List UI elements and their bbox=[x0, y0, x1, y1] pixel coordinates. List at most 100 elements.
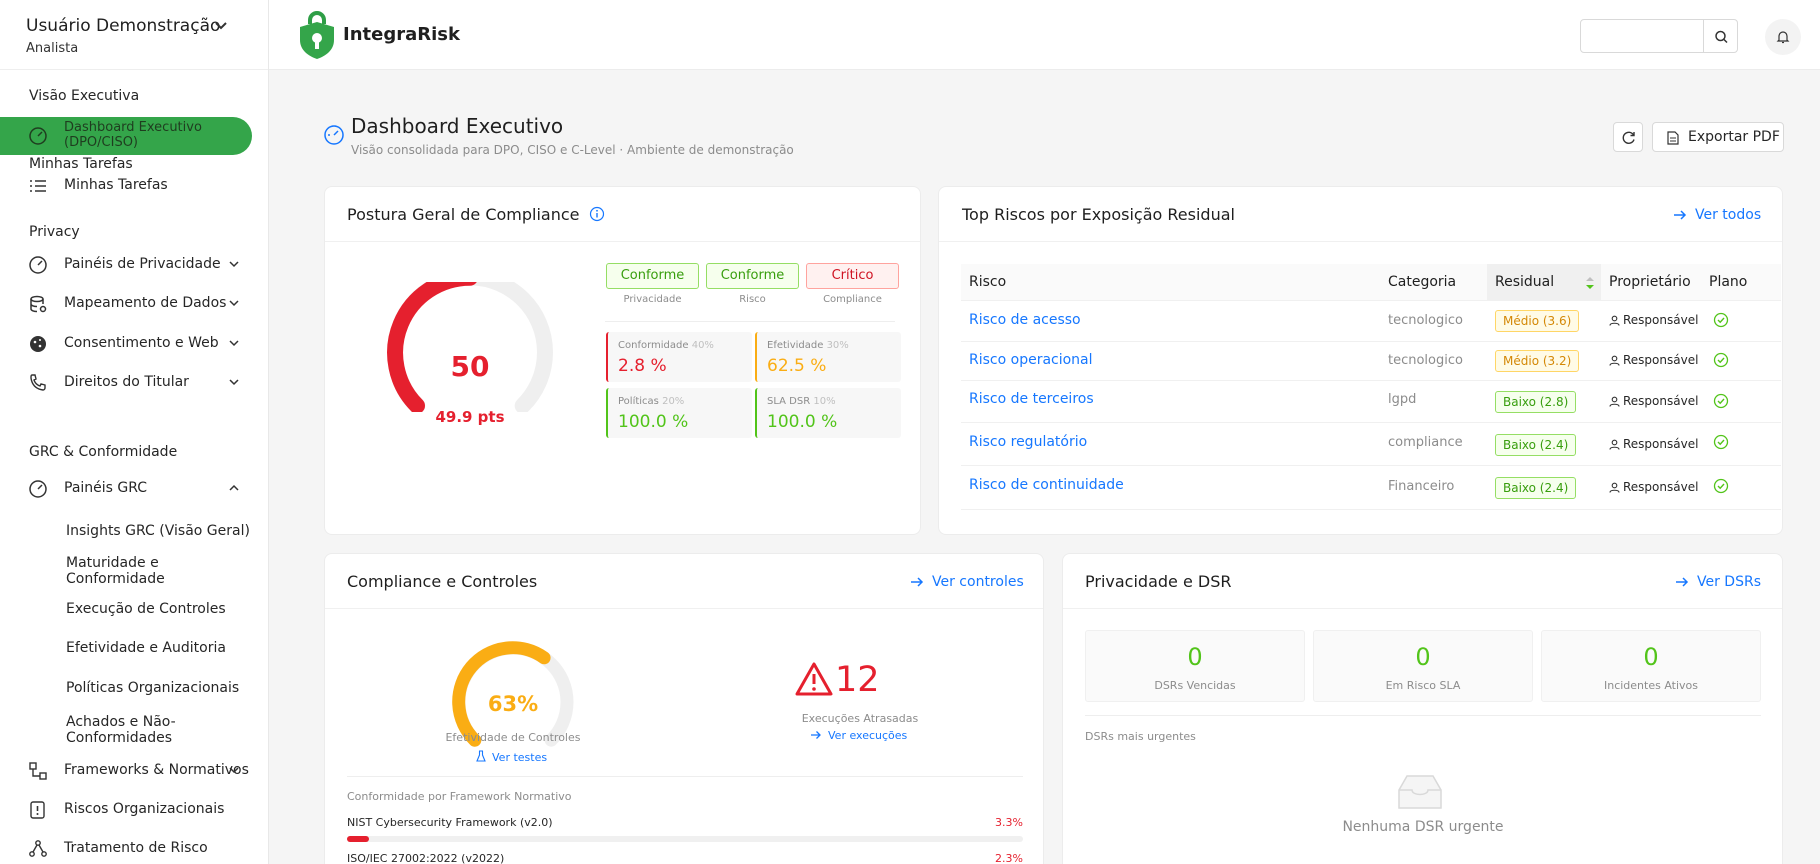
search-button[interactable] bbox=[1703, 19, 1738, 53]
sidebar-item-consent[interactable]: Consentimento e Web bbox=[0, 326, 268, 360]
metric-weight: 20% bbox=[662, 396, 685, 407]
sidebar-item-frameworks[interactable]: Frameworks & Normativos bbox=[0, 753, 268, 787]
chevron-down-icon bbox=[229, 340, 239, 347]
sidebar-item-dashboard[interactable]: Dashboard Executivo (DPO/CISO) bbox=[0, 117, 252, 155]
col-header-residual[interactable]: Residual bbox=[1495, 274, 1555, 290]
sidebar-item-label: Riscos Organizacionais bbox=[64, 801, 225, 817]
brand-name: IntegraRisk bbox=[343, 24, 460, 45]
link-label: Ver todos bbox=[1695, 207, 1762, 223]
arrow-right-icon bbox=[811, 731, 821, 739]
sort-icon[interactable] bbox=[1585, 276, 1595, 290]
list-icon bbox=[30, 180, 46, 192]
stat-sla-risk: 0 Em Risco SLA bbox=[1313, 630, 1533, 702]
link-label: Ver execuções bbox=[828, 729, 908, 742]
controls-effectiveness-caption: Efetividade de Controles bbox=[445, 731, 581, 744]
framework-pct: 3.3% bbox=[995, 816, 1023, 829]
check-circle-icon bbox=[1713, 478, 1729, 494]
owner-name: Responsável bbox=[1623, 353, 1699, 367]
bell-icon bbox=[1776, 31, 1790, 44]
framework-section-title: Conformidade por Framework Normativo bbox=[347, 790, 572, 803]
sidebar-item-my-tasks[interactable]: Minhas Tarefas bbox=[0, 168, 268, 202]
info-icon[interactable] bbox=[589, 206, 605, 222]
risk-name-link[interactable]: Risco regulatório bbox=[969, 434, 1088, 450]
sidebar-item-data-subject-rights[interactable]: Direitos do Titular bbox=[0, 365, 268, 399]
col-header-plan[interactable]: Plano bbox=[1709, 274, 1748, 290]
col-header-category[interactable]: Categoria bbox=[1388, 274, 1457, 290]
database-icon bbox=[30, 295, 47, 313]
table-row[interactable]: Risco regulatório compliance Baixo (2.4)… bbox=[961, 423, 1781, 466]
sidebar-item-privacy-panels[interactable]: Painéis de Privacidade bbox=[0, 247, 268, 281]
sidebar-subitem-maturity[interactable]: Maturidade e Conformidade bbox=[66, 555, 165, 587]
risk-name-link[interactable]: Risco de terceiros bbox=[969, 391, 1094, 407]
owner-name: Responsável bbox=[1623, 394, 1699, 408]
file-pdf-icon bbox=[1667, 131, 1679, 145]
status-tag-compliance: Crítico bbox=[806, 263, 899, 289]
risks-table-header: Risco Categoria Residual Proprietário Pl… bbox=[961, 264, 1781, 301]
phone-icon bbox=[30, 374, 46, 391]
sidebar-item-grc-panels[interactable]: Painéis GRC bbox=[0, 471, 268, 505]
table-row[interactable]: Risco de acesso tecnologico Médio (3.6) … bbox=[961, 301, 1781, 342]
sidebar-subitem-effectiveness[interactable]: Efetividade e Auditoria bbox=[66, 640, 226, 656]
late-executions-caption: Execuções Atrasadas bbox=[801, 712, 919, 725]
chevron-down-icon bbox=[229, 300, 239, 307]
risk-name-link[interactable]: Risco de acesso bbox=[969, 312, 1081, 328]
metric-label: SLA DSR 10% bbox=[767, 396, 836, 407]
nav-group-grc: GRC & Conformidade bbox=[29, 444, 178, 460]
metric-value: 2.8 % bbox=[618, 356, 667, 376]
framework-name: ISO/IEC 27002:2022 (v2022) bbox=[347, 852, 505, 864]
metric-dsr-sla: SLA DSR 10% 100.0 % bbox=[755, 388, 901, 438]
sidebar-subitem-control-execution[interactable]: Execução de Controles bbox=[66, 601, 226, 617]
view-executions-link[interactable]: Ver execuções bbox=[810, 729, 907, 742]
arrow-right-icon bbox=[911, 577, 924, 587]
card-title: Compliance e Controles bbox=[347, 572, 538, 591]
user-menu[interactable]: Usuário Demonstração Analista bbox=[0, 0, 268, 70]
residual-badge: Médio (3.2) bbox=[1495, 350, 1580, 372]
top-risks-card: Top Riscos por Exposição Residual Ver to… bbox=[938, 186, 1783, 535]
divider bbox=[1085, 715, 1761, 716]
check-circle-icon bbox=[1713, 434, 1729, 450]
urgent-dsrs-title: DSRs mais urgentes bbox=[1085, 730, 1196, 743]
col-header-risk[interactable]: Risco bbox=[969, 274, 1007, 290]
sidebar: Usuário Demonstração Analista Visão Exec… bbox=[0, 0, 269, 864]
refresh-button[interactable] bbox=[1613, 122, 1643, 152]
nav-group-tasks: Minhas Tarefas bbox=[29, 156, 133, 172]
sidebar-subitem-findings[interactable]: Achados e Não- Conformidades bbox=[66, 714, 176, 746]
risk-name-link[interactable]: Risco operacional bbox=[969, 352, 1093, 368]
sidebar-item-label: Minhas Tarefas bbox=[64, 177, 168, 193]
card-title: Privacidade e DSR bbox=[1085, 572, 1232, 591]
metric-label: Efetividade 30% bbox=[767, 340, 849, 351]
status-tag-privacy: Conforme bbox=[606, 263, 699, 289]
search-input[interactable] bbox=[1580, 19, 1704, 53]
metric-value: 62.5 % bbox=[767, 356, 827, 376]
export-pdf-button[interactable]: Exportar PDF bbox=[1652, 122, 1784, 152]
card-header: Top Riscos por Exposição Residual Ver to… bbox=[939, 187, 1782, 242]
notifications-button[interactable] bbox=[1765, 19, 1801, 55]
export-pdf-label: Exportar PDF bbox=[1688, 129, 1780, 145]
compliance-score-gauge bbox=[387, 282, 553, 412]
sidebar-subitem-grc-insights[interactable]: Insights GRC (Visão Geral) bbox=[66, 523, 250, 539]
view-tests-link[interactable]: Ver testes bbox=[476, 750, 547, 764]
metric-effectiveness: Efetividade 30% 62.5 % bbox=[755, 332, 901, 382]
user-icon bbox=[1609, 482, 1620, 493]
metric-label-text: SLA DSR bbox=[767, 396, 811, 407]
table-row[interactable]: Risco de continuidade Financeiro Baixo (… bbox=[961, 466, 1781, 510]
arrow-right-icon bbox=[1676, 577, 1689, 587]
risk-name-link[interactable]: Risco de continuidade bbox=[969, 477, 1124, 493]
controls-effectiveness-gauge bbox=[452, 641, 574, 747]
metric-value: 100.0 % bbox=[767, 412, 838, 432]
chevron-down-icon[interactable] bbox=[213, 17, 229, 33]
col-header-owner[interactable]: Proprietário bbox=[1609, 274, 1691, 290]
sidebar-item-org-risks[interactable]: Riscos Organizacionais bbox=[0, 792, 268, 826]
metric-label-text: Conformidade bbox=[618, 340, 689, 351]
sorted-column-bg bbox=[1487, 264, 1601, 301]
sidebar-subitem-policies[interactable]: Políticas Organizacionais bbox=[66, 680, 240, 696]
table-row[interactable]: Risco de terceiros lgpd Baixo (2.8) Resp… bbox=[961, 381, 1781, 423]
stat-value: 0 bbox=[1643, 643, 1659, 671]
sidebar-item-risk-treatment[interactable]: Tratamento de Risco bbox=[0, 831, 268, 864]
divider bbox=[347, 776, 1023, 777]
sidebar-item-data-mapping[interactable]: Mapeamento de Dados bbox=[0, 286, 268, 320]
table-row[interactable]: Risco operacional tecnologico Médio (3.2… bbox=[961, 342, 1781, 381]
compliance-controls-card: Compliance e Controles Ver controles 63%… bbox=[324, 553, 1044, 864]
user-icon bbox=[1609, 439, 1620, 450]
user-name: Usuário Demonstração bbox=[26, 16, 221, 36]
